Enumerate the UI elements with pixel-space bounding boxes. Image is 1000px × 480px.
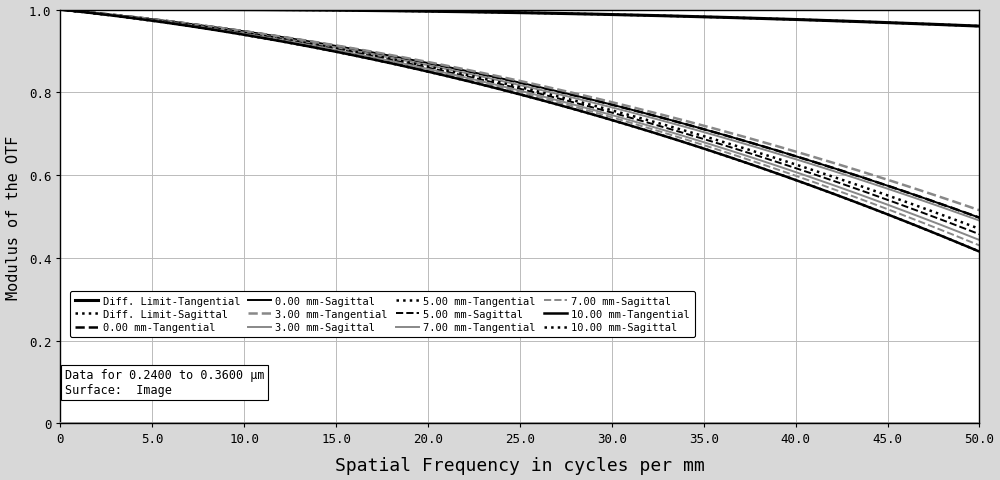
Legend: Diff. Limit-Tangential, Diff. Limit-Sagittal, 0.00 mm-Tangential, 0.00 mm-Sagitt: Diff. Limit-Tangential, Diff. Limit-Sagi… [70, 291, 695, 338]
Text: Data for 0.2400 to 0.3600 μm
Surface:  Image: Data for 0.2400 to 0.3600 μm Surface: Im… [65, 369, 265, 396]
Y-axis label: Modulus of the OTF: Modulus of the OTF [6, 135, 21, 299]
X-axis label: Spatial Frequency in cycles per mm: Spatial Frequency in cycles per mm [335, 456, 705, 474]
